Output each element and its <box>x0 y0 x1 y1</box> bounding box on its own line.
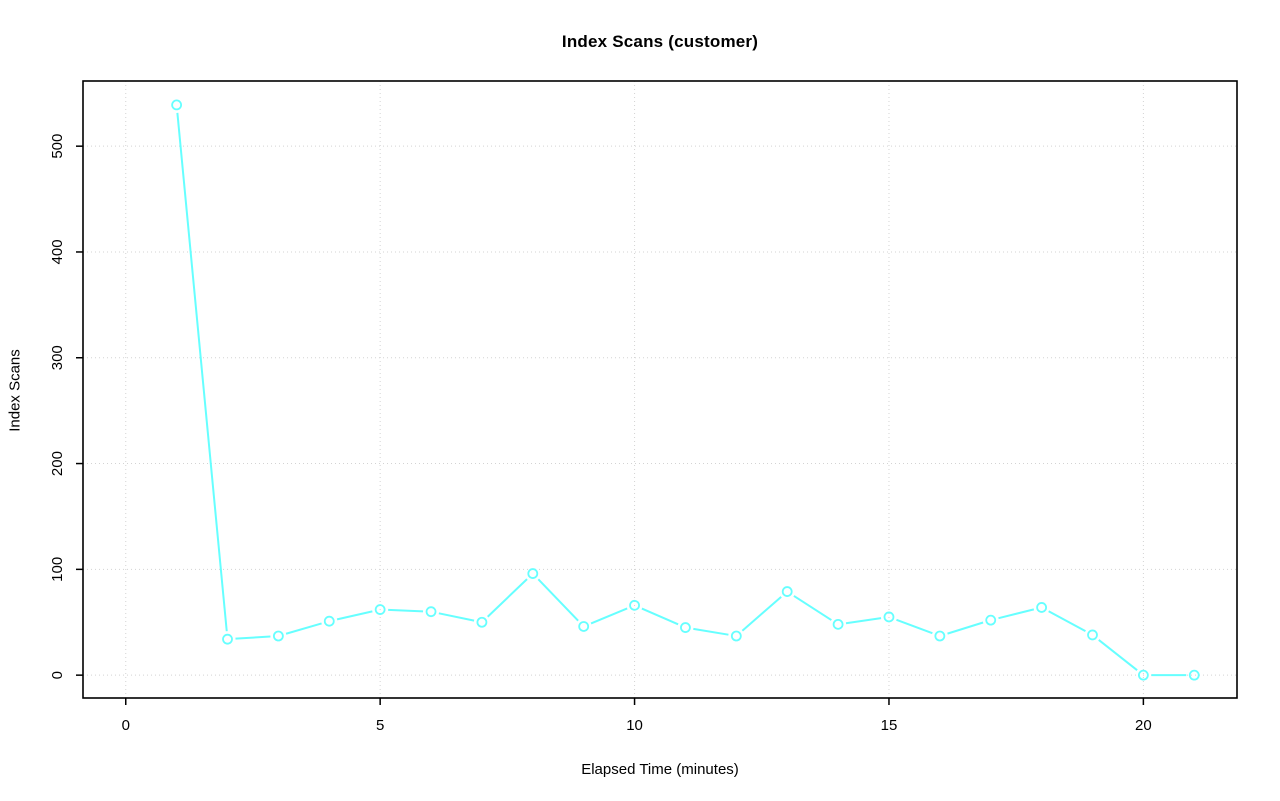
data-point <box>1036 602 1048 613</box>
data-point <box>629 599 640 611</box>
gridlines <box>83 81 1237 698</box>
x-tick-label: 20 <box>1135 717 1152 734</box>
axes-frame <box>82 80 1238 699</box>
data-point <box>730 630 742 642</box>
data-point <box>476 616 488 628</box>
data-point <box>323 615 335 627</box>
data-point <box>272 630 284 642</box>
data-point <box>1137 669 1149 681</box>
x-tick-label: 15 <box>881 717 898 734</box>
y-tick-label: 0 <box>49 671 66 679</box>
x-tick-label: 5 <box>376 717 384 734</box>
data-point <box>578 621 590 632</box>
x-tick-label: 0 <box>122 717 130 734</box>
data-point <box>1188 669 1200 681</box>
x-axis-label: Elapsed Time (minutes) <box>581 761 739 778</box>
data-point <box>781 586 793 597</box>
data-point <box>985 614 997 626</box>
y-tick-label: 100 <box>49 557 66 582</box>
y-axis-ticks: 0 100 200 300 400 500 <box>49 134 83 679</box>
data-point <box>222 633 233 645</box>
data-point <box>934 630 946 642</box>
series-line <box>176 112 1187 677</box>
x-axis-ticks: 0 5 10 15 20 <box>122 698 1152 734</box>
y-tick-label: 500 <box>49 134 66 159</box>
data-point <box>680 622 691 633</box>
data-point <box>1087 629 1098 641</box>
y-tick-label: 400 <box>49 239 66 264</box>
chart-title: Index Scans (customer) <box>561 32 759 51</box>
y-tick-label: 300 <box>49 345 66 370</box>
data-point <box>374 604 386 615</box>
data-point <box>425 606 437 618</box>
data-point <box>527 568 539 579</box>
x-tick-label: 10 <box>626 717 643 734</box>
data-point <box>832 618 844 630</box>
data-point <box>883 611 895 623</box>
series-points <box>171 99 1200 681</box>
data-point <box>171 99 183 111</box>
y-tick-label: 200 <box>49 451 66 476</box>
